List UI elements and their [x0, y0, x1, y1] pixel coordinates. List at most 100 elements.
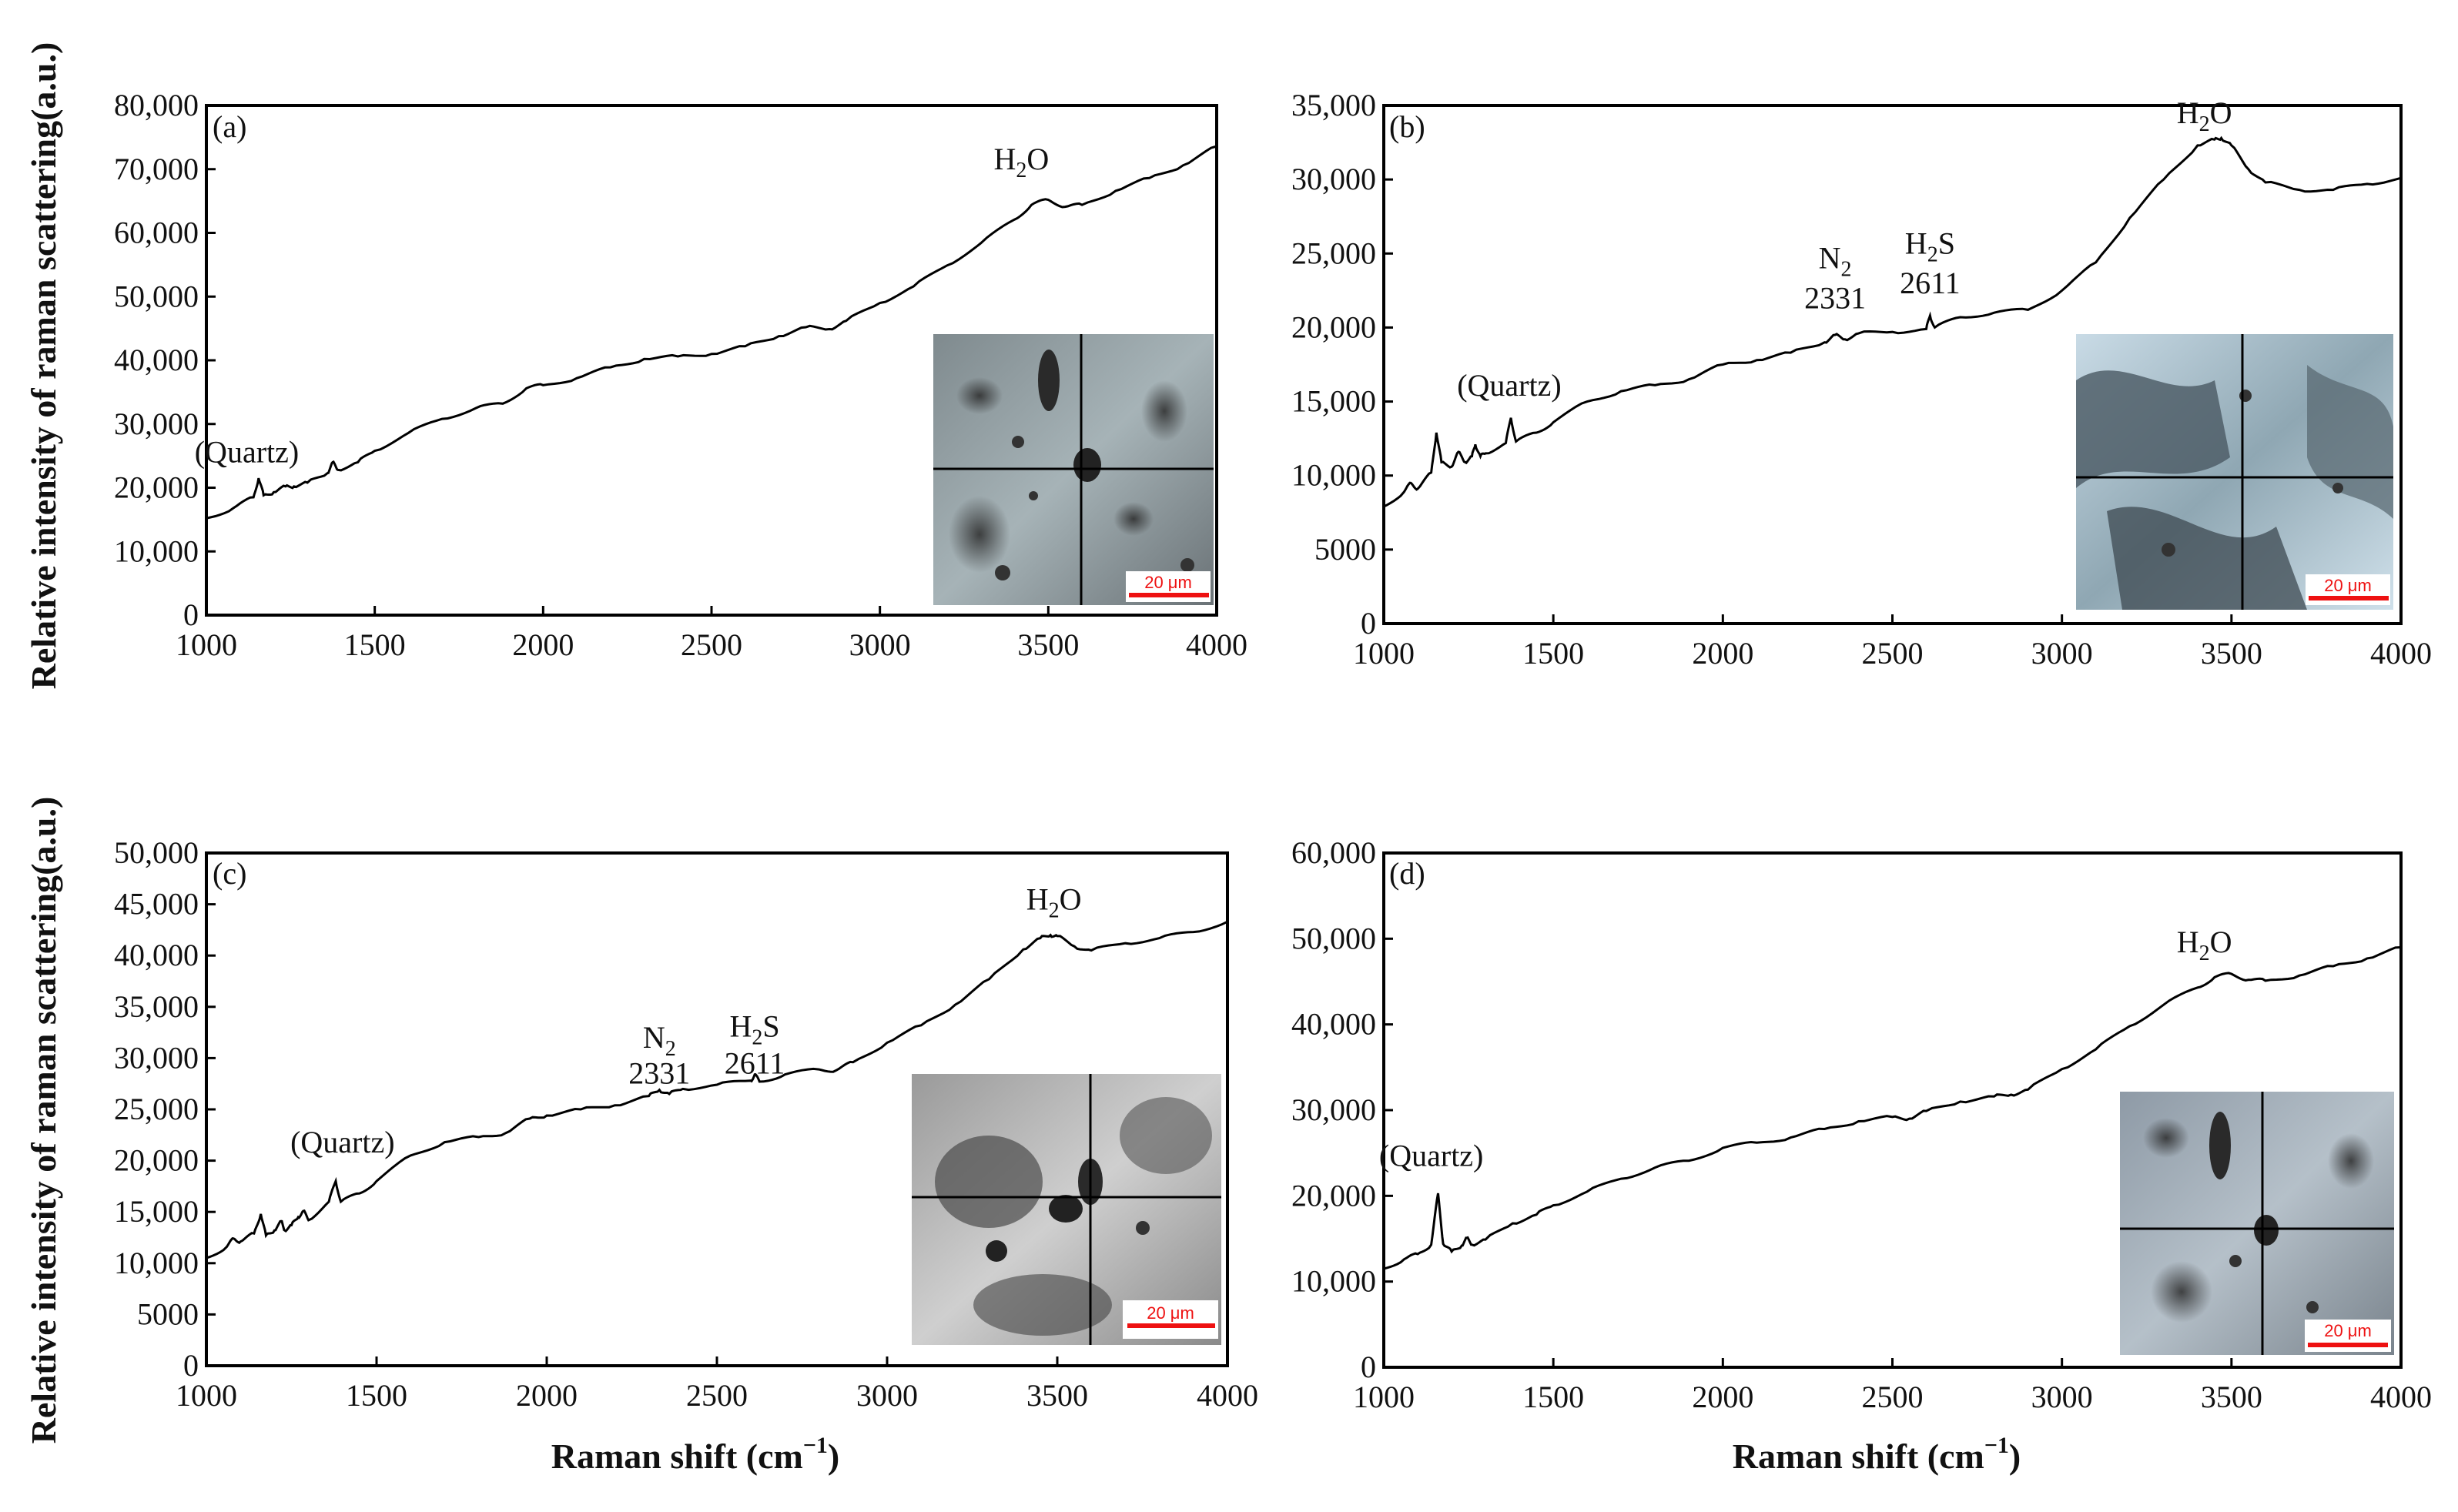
- inset-inclusion: [995, 565, 1010, 580]
- x-tick-label: 4000: [1186, 627, 1247, 662]
- peak-annotation: (Quartz): [1457, 368, 1561, 403]
- y-tick-label: 30,000: [114, 406, 199, 441]
- micrograph-inset: 20 μm: [2120, 1092, 2394, 1355]
- scale-bar: [1129, 593, 1209, 597]
- x-tick-label: 4000: [2370, 636, 2432, 671]
- panel-label: (b): [1389, 109, 1425, 144]
- x-tick-label: 3500: [1017, 627, 1079, 662]
- peak-annotation: 2331: [1804, 280, 1866, 315]
- series-line: [1383, 135, 2402, 508]
- y-tick-label: 10,000: [114, 1246, 199, 1280]
- y-tick-label: 25,000: [114, 1092, 199, 1126]
- x-tick-label: 2500: [681, 627, 742, 662]
- peak-annotation: H2O: [2177, 925, 2232, 965]
- scale-bar: [2309, 596, 2389, 600]
- series-line: [206, 920, 1228, 1259]
- inset-inclusion: [986, 1240, 1007, 1262]
- inset-inclusion: [1180, 558, 1194, 572]
- scale-bar: [1127, 1323, 1215, 1328]
- y-axis-title-top: Relative intensity of raman scattering(a…: [24, 42, 63, 690]
- peak-annotation: N2: [1819, 241, 1852, 282]
- scale-bar-label: 20 μm: [1147, 1303, 1194, 1323]
- inset-shadow: [1120, 1097, 1212, 1174]
- y-tick-label: 50,000: [114, 279, 199, 313]
- y-tick-label: 60,000: [1291, 835, 1376, 870]
- inset-inclusion: [956, 377, 1003, 414]
- scale-bar-label: 20 μm: [2324, 1321, 2372, 1340]
- x-tick-label: 2500: [1862, 636, 1924, 671]
- x-tick-label: 1000: [1353, 636, 1415, 671]
- x-tick-label: 3000: [2031, 1380, 2093, 1414]
- y-tick-label: 40,000: [114, 938, 199, 972]
- peak-annotation: N2: [643, 1020, 676, 1061]
- inset-inclusion: [2239, 390, 2252, 402]
- x-tick-label: 4000: [2370, 1380, 2432, 1414]
- inset-inclusion: [1136, 1221, 1150, 1235]
- y-tick-label: 30,000: [1291, 1092, 1376, 1127]
- y-tick-label: 45,000: [114, 887, 199, 922]
- micrograph-inset: 20 μm: [933, 334, 1214, 605]
- ticks: 1000 1500 2000 2500 3000 3500 4000 0 10,000 20,00…: [114, 88, 1247, 662]
- y-tick-label: 20,000: [114, 1143, 199, 1178]
- inset-shadow: [935, 1136, 1043, 1228]
- inset-inclusion: [949, 496, 1010, 573]
- scale-bar-label-box: [1123, 1300, 1218, 1339]
- y-tick-label: 50,000: [114, 835, 199, 870]
- inset-inclusion: [1049, 1195, 1083, 1223]
- y-tick-label: 5000: [1314, 532, 1376, 567]
- x-tick-label: 1000: [176, 627, 237, 662]
- x-tick-label: 3000: [2031, 636, 2093, 671]
- inset-inclusion: [2209, 1112, 2231, 1179]
- inset-inclusion: [2143, 1118, 2189, 1158]
- peak-annotation: H2O: [2177, 95, 2232, 136]
- y-tick-label: 50,000: [1291, 921, 1376, 955]
- x-tick-label: 2000: [512, 627, 574, 662]
- inset-inclusion: [2254, 1215, 2279, 1246]
- panel-label: (a): [213, 109, 246, 144]
- scale-bar-label: 20 μm: [2324, 576, 2372, 595]
- annotations: (Quartz) H2O: [1379, 925, 2232, 1172]
- y-tick-label: 60,000: [114, 216, 199, 250]
- panel-label: (d): [1389, 856, 1425, 891]
- x-tick-label: 1500: [344, 627, 406, 662]
- y-tick-label: 0: [1361, 1350, 1376, 1384]
- y-tick-label: 15,000: [114, 1194, 199, 1229]
- panel-d: (d) 1000 1500 2000 2500 3000 3500 4000 0 10,000 2…: [1291, 835, 2432, 1414]
- y-tick-label: 30,000: [1291, 162, 1376, 196]
- ticks: 1000 1500 2000 2500 3000 3500 4000 0 5000 10,000 1…: [114, 835, 1258, 1413]
- inset-inclusion: [1029, 491, 1038, 500]
- y-tick-label: 70,000: [114, 152, 199, 186]
- y-tick-label: 10,000: [1291, 458, 1376, 493]
- micrograph-inset: 20 μm: [2076, 334, 2393, 610]
- ticks: 1000 1500 2000 2500 3000 3500 4000 0 5000 10,000 1…: [1291, 88, 2432, 671]
- y-tick-label: 40,000: [114, 343, 199, 377]
- ticks: 1000 1500 2000 2500 3000 3500 4000 0 10,000 20,00…: [1291, 835, 2432, 1414]
- peak-annotation: H2O: [993, 142, 1049, 182]
- panel-a: (a) 1000 1500 2000 2500 3000 3500 4000 0 10,000 2…: [114, 88, 1247, 662]
- x-tick-label: 3500: [2201, 1380, 2262, 1414]
- peak-annotation: 2331: [628, 1056, 690, 1091]
- y-tick-label: 25,000: [1291, 236, 1376, 270]
- panel-label: (c): [213, 856, 246, 891]
- y-tick-label: 10,000: [1291, 1264, 1376, 1299]
- y-tick-label: 20,000: [114, 470, 199, 505]
- peak-annotation: (Quartz): [290, 1125, 394, 1159]
- x-tick-label: 2500: [686, 1378, 748, 1413]
- peak-annotation: H2O: [1026, 881, 1082, 922]
- inset-inclusion: [1038, 350, 1060, 411]
- scale-bar-label: 20 μm: [1144, 573, 1192, 592]
- y-tick-label: 30,000: [114, 1040, 199, 1075]
- x-tick-label: 3500: [1026, 1378, 1088, 1413]
- y-tick-label: 10,000: [114, 534, 199, 568]
- y-tick-label: 35,000: [1291, 88, 1376, 122]
- scale-bar: [2308, 1343, 2388, 1347]
- y-tick-label: 15,000: [1291, 384, 1376, 419]
- inset-inclusion: [1141, 380, 1187, 442]
- x-tick-label: 2000: [516, 1378, 578, 1413]
- x-tick-label: 1000: [1353, 1380, 1415, 1414]
- x-tick-label: 3000: [849, 627, 911, 662]
- panel-b: (b) 1000 1500 2000 2500 3000 3500 4000 0 5000 10,…: [1291, 88, 2432, 671]
- series-line: [1383, 946, 2402, 1270]
